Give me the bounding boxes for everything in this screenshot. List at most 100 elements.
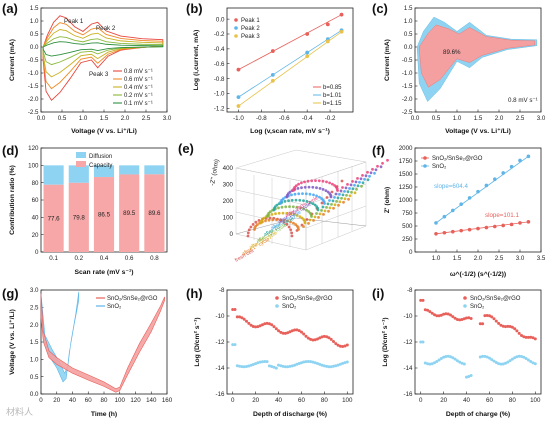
nyquist-point-8-12	[321, 179, 325, 183]
y-tick-label: -0.4	[214, 46, 225, 53]
nyquist-point-7-25	[359, 177, 363, 181]
bar-value-label: 89.6	[148, 210, 161, 217]
composite-point-46	[334, 342, 338, 346]
bar-diffusion-5	[144, 165, 165, 175]
sno2-point-20	[462, 362, 466, 366]
nyquist-point-3-14	[295, 214, 299, 217]
nyquist-point-7-9	[303, 185, 307, 189]
legend-label-b-1: Peak 1	[241, 18, 260, 24]
data-point-1-2	[270, 49, 275, 53]
nyquist-point-2-13	[286, 219, 289, 223]
data-point-2-2	[442, 230, 447, 235]
sno2-point-40	[508, 359, 512, 363]
nyquist-point-8-15	[331, 182, 334, 186]
nyquist-point-6-21	[333, 196, 336, 199]
nyquist-point-6-28	[368, 174, 371, 178]
panel-h: (h) 0 20 40 60 80 100 -16 -14 -12 -10 -8 SnO₂/SnSe…	[186, 286, 354, 418]
panel-a-xlabel: Voltage (V vs. Li⁺/Li)	[71, 128, 137, 135]
sno2-point-4	[238, 364, 242, 368]
panel-i-ticks: 0 20 40 60 80 100 -16 -14 -12 -10 -8	[404, 287, 541, 404]
watermark: 材料人	[6, 408, 34, 418]
panel-b-legend: Peak 1 Peak 2 Peak 3	[234, 18, 260, 40]
composite-point-27	[290, 329, 294, 333]
y-tick-label: 1.5	[30, 339, 39, 346]
y-tick-label: -1.2	[214, 105, 225, 112]
panel-b-letter: (b)	[186, 1, 203, 16]
data-point-1-1	[236, 67, 241, 72]
panel-b-bvalue-3: b=1.15	[323, 101, 342, 107]
sno2-point-43	[327, 365, 331, 369]
x-tick-label: 3.5	[537, 255, 546, 262]
composite-point-44	[329, 337, 333, 341]
y-tick-label: -14	[404, 365, 414, 372]
sno2-point-41	[510, 357, 514, 361]
composite-point-40	[320, 335, 324, 339]
composite-point-23	[281, 331, 285, 335]
x-tick-label: 80	[509, 397, 516, 404]
legend-label-a-5: 0.1 mV s⁻¹	[124, 101, 153, 107]
composite-point-39	[318, 336, 322, 340]
nyquist-point-4-27	[350, 190, 353, 194]
legend-label-a-4: 0.2 mV s⁻¹	[124, 93, 153, 99]
panel-g-legend: SnO₂/SnSe₂@rGO SnO₂	[96, 296, 158, 310]
sno2-point-46	[522, 355, 526, 359]
panel-h-letter: (h)	[186, 286, 203, 301]
x-tick-label: 1.0	[79, 115, 88, 122]
composite-point-32	[490, 315, 494, 319]
nyquist-point-8-10	[314, 179, 317, 183]
x-tick-label: 3.0	[537, 115, 546, 122]
bar-capacity-3	[93, 177, 115, 252]
nyquist-point-8-29	[386, 158, 389, 162]
nyquist-point-2-26	[332, 206, 335, 210]
sno2-point-50	[343, 361, 347, 365]
nyquist-point-6-26	[358, 180, 361, 184]
data-point-1-10	[509, 164, 514, 169]
composite-point-5	[428, 310, 432, 314]
sno2-point-20	[274, 366, 278, 370]
fit-line-3	[238, 31, 342, 107]
nyquist-point-7-22	[344, 186, 348, 190]
composite-point-29	[295, 328, 299, 332]
panel-i: (i) 0 20 40 60 80 100 -16 -14 -12 -10 -8 SnO₂/SnSe…	[372, 286, 542, 418]
sno2-point-18	[458, 360, 462, 364]
nyquist-point-4-25	[340, 196, 343, 200]
composite-point-28	[293, 328, 297, 332]
nyquist-point-1-18	[290, 231, 294, 235]
sno2-point-4	[426, 362, 430, 366]
sno2-point-8	[247, 364, 251, 368]
sno2-point-34	[306, 360, 310, 363]
sno2-point-13	[446, 354, 450, 358]
nyquist-point-2-10	[275, 218, 278, 222]
x-tick-label: 140	[146, 397, 157, 404]
panel-a-legend: 0.8 mV s⁻¹ 0.6 mV s⁻¹ 0.4 mV s⁻¹ 0.2 mV s⁻¹…	[113, 69, 153, 107]
nyquist-point-1-22	[305, 218, 309, 221]
sno2-point-21	[465, 375, 468, 379]
y-tick-label: 120	[28, 145, 39, 152]
sno2-point-6	[430, 362, 434, 366]
y-tick-label: 1.5	[404, 5, 413, 12]
sno2-point-35	[497, 362, 501, 366]
y-tick-label: 1.0	[30, 18, 39, 25]
panel-d-xlabel: Scan rate (mV s⁻¹)	[74, 269, 133, 276]
panel-g-ticks: 0 20 40 60 80 100 120 140 160 0.0 0.5 1.0 1.5 2.0 2.5 3…	[30, 287, 173, 404]
panel-a-peak1-label: Peak 1	[64, 18, 84, 25]
composite-point-8	[247, 321, 251, 325]
nyquist-point-2-7	[264, 219, 267, 223]
nyquist-point-4-23	[330, 203, 333, 206]
composite-point-1	[419, 298, 423, 302]
nyquist-point-6-11	[304, 192, 308, 196]
sno2-point-1	[231, 343, 235, 347]
y-tick-label: -2.0	[402, 96, 413, 103]
sno2-point-34	[494, 361, 498, 364]
nyquist-point-7-14	[321, 188, 325, 191]
panel-a-peak3-label: Peak 3	[89, 71, 109, 78]
panel-b: (b) -1.0 -0.8 -0.6 -0.4 -0.2 -1.2 -1.0 -0.8 -0.6…	[186, 1, 354, 135]
bar-capacity-5	[144, 174, 165, 252]
panel-a-curves	[42, 15, 164, 102]
x-tick-label: 3.0	[516, 255, 525, 262]
composite-point-3	[423, 308, 427, 312]
sno2-point-3	[235, 364, 239, 368]
composite-point-7	[245, 319, 248, 323]
x-tick-label: 2.0	[495, 115, 504, 122]
composite-point-45	[332, 340, 335, 343]
